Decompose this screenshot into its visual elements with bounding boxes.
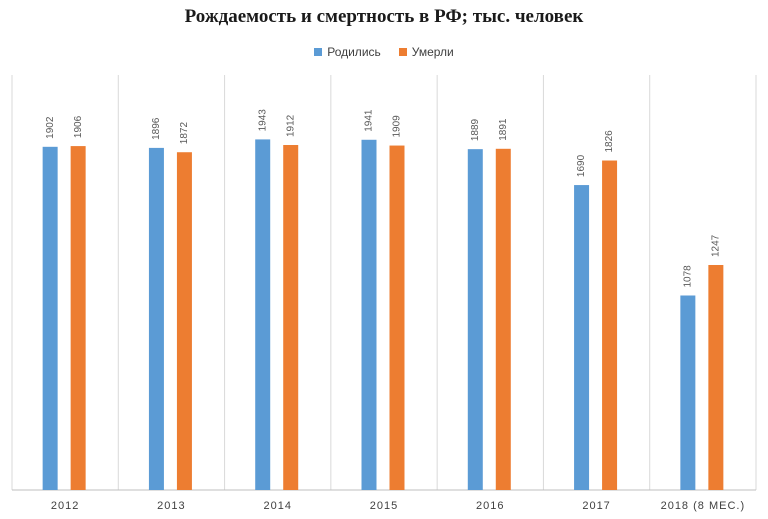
data-label: 1826 bbox=[604, 130, 615, 153]
x-tick-label: 2014 bbox=[263, 500, 291, 512]
data-label: 1912 bbox=[285, 114, 296, 137]
legend-label-died: Умерли bbox=[411, 45, 454, 59]
bar-died bbox=[176, 152, 192, 491]
data-label: 1891 bbox=[498, 118, 509, 141]
data-label: 1872 bbox=[179, 122, 190, 145]
bar-born bbox=[361, 139, 377, 490]
x-tick-label: 2013 bbox=[157, 500, 185, 512]
bar-died bbox=[602, 160, 618, 490]
bar-died bbox=[283, 145, 299, 490]
x-tick-label: 2016 bbox=[476, 500, 504, 512]
data-label: 1247 bbox=[710, 234, 721, 257]
bar-died bbox=[495, 148, 511, 490]
bar-born bbox=[42, 146, 58, 490]
data-label: 1902 bbox=[45, 116, 56, 139]
legend-label-born: Родились bbox=[327, 45, 381, 59]
data-label: 1896 bbox=[151, 117, 162, 140]
chart-title: Рождаемость и смертность в РФ; тыс. чело… bbox=[184, 6, 584, 27]
data-label: 1690 bbox=[576, 154, 587, 177]
bar-born bbox=[467, 149, 483, 490]
x-tick-label: 2017 bbox=[582, 500, 610, 512]
data-label: 1909 bbox=[392, 115, 403, 138]
data-label: 1889 bbox=[470, 118, 481, 141]
legend-item-born: Родились bbox=[314, 45, 381, 59]
legend-swatch-died bbox=[398, 48, 407, 56]
data-label: 1941 bbox=[364, 109, 375, 132]
bar-born bbox=[148, 147, 164, 491]
legend-swatch-born bbox=[314, 48, 323, 56]
legend-item-died: Умерли bbox=[398, 45, 454, 59]
bar-died bbox=[708, 264, 724, 490]
x-tick-label: 2012 bbox=[51, 500, 79, 512]
bar-born bbox=[574, 185, 590, 490]
data-label: 1078 bbox=[682, 265, 693, 288]
legend: Родились Умерли bbox=[0, 45, 768, 59]
bar-born bbox=[680, 295, 696, 490]
data-label: 1906 bbox=[73, 115, 84, 138]
data-label: 1943 bbox=[257, 109, 268, 132]
x-tick-label: 2018 (8 МЕС.) bbox=[661, 500, 746, 512]
bar-born bbox=[255, 139, 271, 490]
bar-died bbox=[70, 146, 86, 490]
bar-died bbox=[389, 145, 405, 491]
x-tick-label: 2015 bbox=[370, 500, 398, 512]
